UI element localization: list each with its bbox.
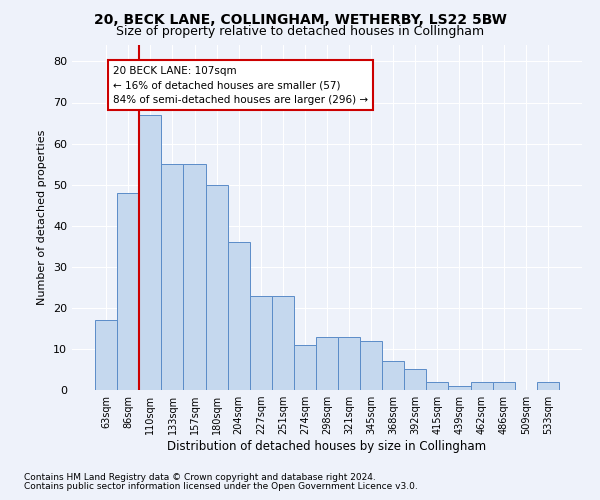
- Bar: [338, 336, 360, 390]
- Bar: [493, 382, 515, 390]
- Bar: [470, 382, 493, 390]
- Bar: [206, 184, 227, 390]
- Bar: [294, 345, 316, 390]
- Bar: [427, 382, 448, 390]
- Bar: [316, 336, 338, 390]
- Bar: [95, 320, 117, 390]
- Bar: [404, 370, 427, 390]
- Bar: [161, 164, 184, 390]
- Bar: [382, 361, 404, 390]
- Bar: [117, 193, 139, 390]
- Bar: [537, 382, 559, 390]
- Y-axis label: Number of detached properties: Number of detached properties: [37, 130, 47, 305]
- Bar: [184, 164, 206, 390]
- Text: Size of property relative to detached houses in Collingham: Size of property relative to detached ho…: [116, 25, 484, 38]
- Bar: [360, 340, 382, 390]
- Bar: [272, 296, 294, 390]
- Bar: [227, 242, 250, 390]
- Text: 20 BECK LANE: 107sqm
← 16% of detached houses are smaller (57)
84% of semi-detac: 20 BECK LANE: 107sqm ← 16% of detached h…: [113, 66, 368, 105]
- Bar: [139, 115, 161, 390]
- Bar: [250, 296, 272, 390]
- Text: 20, BECK LANE, COLLINGHAM, WETHERBY, LS22 5BW: 20, BECK LANE, COLLINGHAM, WETHERBY, LS2…: [94, 12, 506, 26]
- Text: Contains public sector information licensed under the Open Government Licence v3: Contains public sector information licen…: [24, 482, 418, 491]
- X-axis label: Distribution of detached houses by size in Collingham: Distribution of detached houses by size …: [167, 440, 487, 453]
- Text: Contains HM Land Registry data © Crown copyright and database right 2024.: Contains HM Land Registry data © Crown c…: [24, 473, 376, 482]
- Bar: [448, 386, 470, 390]
